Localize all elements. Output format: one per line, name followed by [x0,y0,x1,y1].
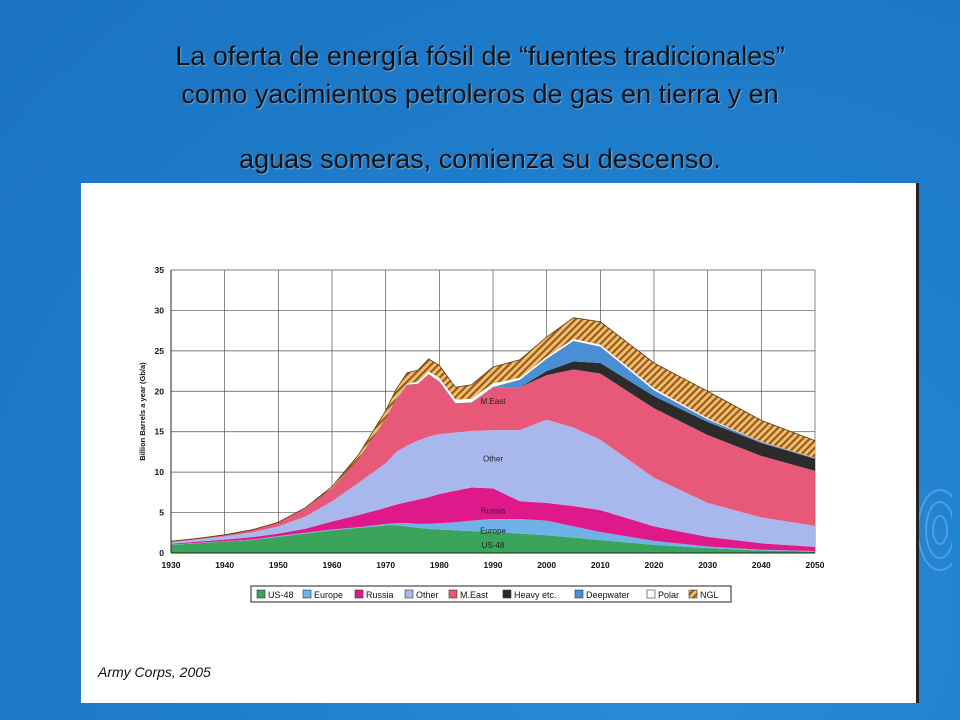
x-tick-label: 2050 [806,560,825,570]
area-russia [171,487,815,551]
x-tick-label: 2030 [698,560,717,570]
x-tick-label: 1950 [269,560,288,570]
x-tick-label: 1960 [323,560,342,570]
x-tick-label: 1970 [376,560,395,570]
annotation-europe: Europe [480,527,506,536]
y-axis-label: Billion Barrels a year (Gb/a) [138,362,147,461]
legend-swatch-us-48 [256,589,266,599]
legend-label-deepwater: Deepwater [586,590,630,600]
area-us-48 [171,525,815,553]
x-tick-label: 1990 [484,560,503,570]
area-europe [171,519,815,552]
y-tick-label: 15 [155,427,165,437]
x-tick-label: 2000 [537,560,556,570]
x-tick-label: 1980 [430,560,449,570]
area-deepwater [171,341,815,542]
source-credit: Army Corps, 2005 [98,664,211,680]
stacked-area-chart: 1930 1940 1950 1960 1970 1980 1990 2000 2010 2020… [138,265,825,603]
slide-title-line-3: aguas someras, comienza su descenso. [239,144,721,174]
annotation-us-48: US-48 [482,541,505,550]
area-ngl [171,317,815,542]
legend-swatch-russia [354,589,364,599]
legend-swatch-ngl [688,589,698,599]
annotation-russia: Russia [481,506,506,515]
area-other [171,419,815,547]
legend-box [250,585,732,603]
legend-swatch-m-east [448,589,458,599]
legend-swatch-other [404,589,414,599]
total-outline [170,317,816,542]
legend-swatch-europe [302,589,312,599]
x-tick-label: 2020 [645,560,664,570]
y-tick-label: 20 [155,386,165,396]
annotation-other: Other [483,455,503,464]
annotation-m-east: M.East [481,397,507,406]
legend-swatch-deepwater [574,589,584,599]
y-tick-label: 35 [155,265,165,275]
x-tick-label: 1930 [162,560,181,570]
legend-label-polar: Polar [658,590,679,600]
legend-label-us-48: US-48 [268,590,294,600]
y-tick-label: 25 [155,346,165,356]
y-tick-label: 5 [159,508,164,518]
legend-label-heavy-etc: Heavy etc. [514,590,557,600]
x-tick-label: 2010 [591,560,610,570]
slide-title-line-1: La oferta de energía fósil de “fuentes t… [175,41,785,71]
panel-edge-line [916,183,919,703]
legend-swatch-polar [646,589,656,599]
legend-label-ngl: NGL [700,590,719,600]
y-tick-label: 0 [159,548,164,558]
legend-swatch-heavy-etc [502,589,512,599]
area-m-east [171,369,815,543]
x-tick-label: 2040 [752,560,771,570]
x-tick-label: 1940 [215,560,234,570]
legend-label-russia: Russia [366,590,394,600]
legend-label-m-east: M.East [460,590,489,600]
legend-label-other: Other [416,590,439,600]
area-heavy-etc [171,361,815,542]
y-tick-label: 30 [155,305,165,315]
legend-label-europe: Europe [314,590,343,600]
area-polar [170,338,816,542]
y-tick-label: 10 [155,467,165,477]
slide-title-line-2: como yacimientos petroleros de gas en ti… [181,79,779,109]
